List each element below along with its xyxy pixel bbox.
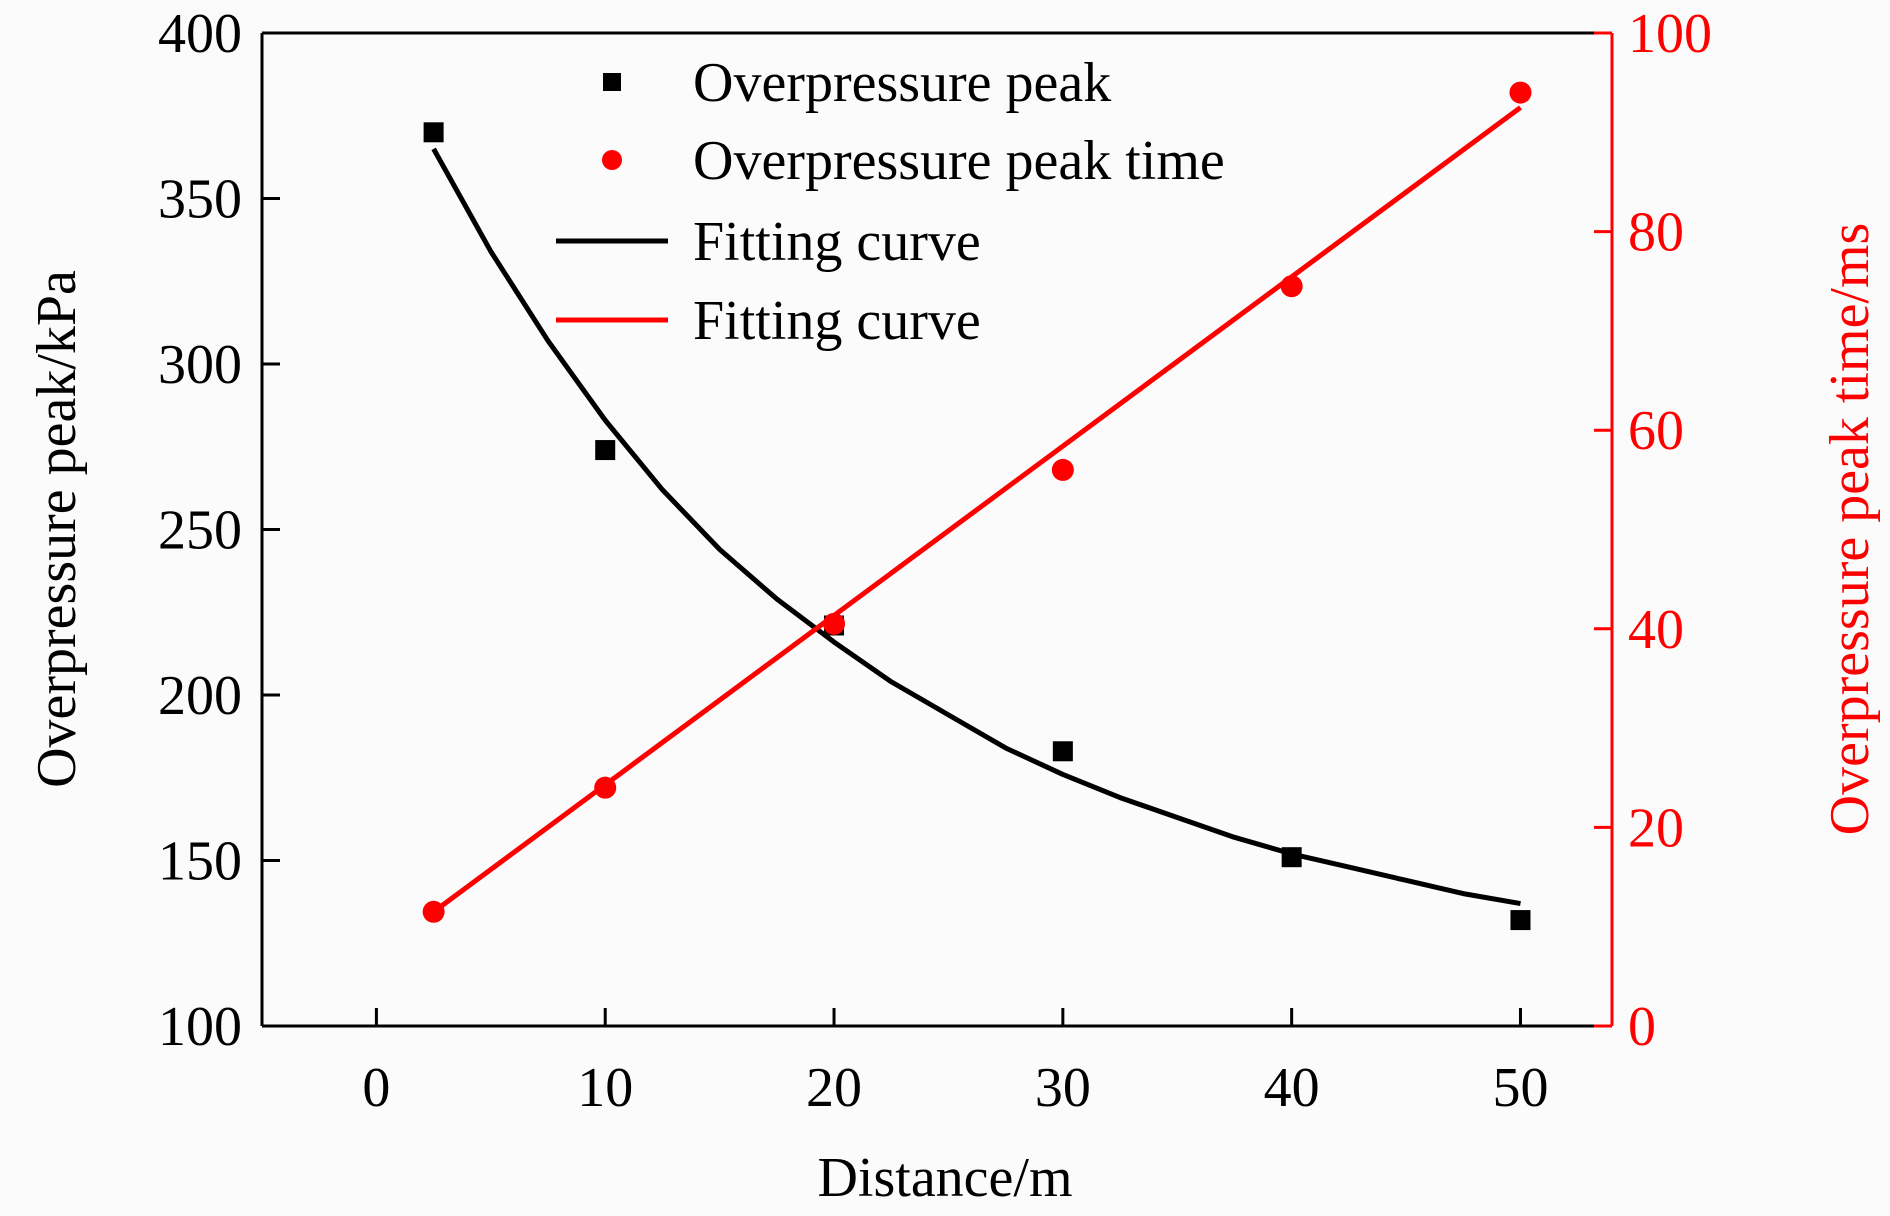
axes-layer: 0 10 20 30 40 50 100 150 200 250 300 350 400 0 20 40 60 8… [158, 3, 1712, 1119]
legend: Overpressure peak Overpressure peak time F… [556, 52, 1225, 352]
plot-area [262, 33, 1612, 1026]
left-y-tick-label: 200 [158, 665, 242, 727]
left-y-tick-label: 150 [158, 831, 242, 893]
legend-circle-marker [602, 150, 622, 170]
fitting-curve-time-line [432, 105, 1522, 914]
left-y-tick-label: 350 [158, 169, 242, 231]
series-layer [422, 81, 1532, 931]
x-tick-label: 0 [362, 1057, 390, 1119]
overpressure-peak-time-point [1051, 458, 1074, 481]
x-tick-label: 30 [1035, 1057, 1091, 1119]
x-tick-label: 10 [577, 1057, 633, 1119]
overpressure-peak-point [595, 440, 616, 461]
right-y-axis-title: Overpressure peak time/ms [1819, 223, 1881, 836]
right-y-tick-label: 100 [1628, 3, 1712, 65]
left-y-tick-label: 100 [158, 996, 242, 1058]
overpressure-peak-point [423, 122, 444, 143]
overpressure-peak-time-point [594, 776, 617, 799]
overpressure-peak-time-point [823, 612, 846, 635]
overpressure-peak-time-point [422, 900, 445, 923]
left-y-axis-title: Overpressure peak/kPa [26, 270, 88, 788]
x-tick-label: 50 [1492, 1057, 1548, 1119]
right-y-tick-label: 20 [1628, 797, 1684, 859]
legend-label: Overpressure peak time [693, 130, 1225, 192]
overpressure-peak-time-point [1509, 81, 1532, 104]
right-y-tick-label: 80 [1628, 202, 1684, 264]
left-y-tick-label: 300 [158, 334, 242, 396]
overpressure-peak-point [1510, 910, 1531, 931]
fitting-curve-peak-line [431, 147, 1521, 906]
right-y-tick-label: 40 [1628, 599, 1684, 661]
x-axis-title: Distance/m [817, 1147, 1072, 1209]
overpressure-peak-point [1281, 847, 1302, 868]
x-tick-label: 20 [806, 1057, 862, 1119]
right-y-tick-label: 0 [1628, 996, 1656, 1058]
left-y-tick-label: 250 [158, 500, 242, 562]
legend-label: Overpressure peak [693, 52, 1111, 114]
overpressure-peak-point [1052, 741, 1073, 762]
legend-square-marker [603, 73, 621, 91]
x-tick-label: 40 [1264, 1057, 1320, 1119]
legend-label: Fitting curve [693, 290, 981, 352]
overpressure-peak-time-point [1280, 275, 1303, 298]
right-y-tick-label: 60 [1628, 400, 1684, 462]
legend-label: Fitting curve [693, 211, 981, 273]
left-y-tick-label: 400 [158, 3, 242, 65]
